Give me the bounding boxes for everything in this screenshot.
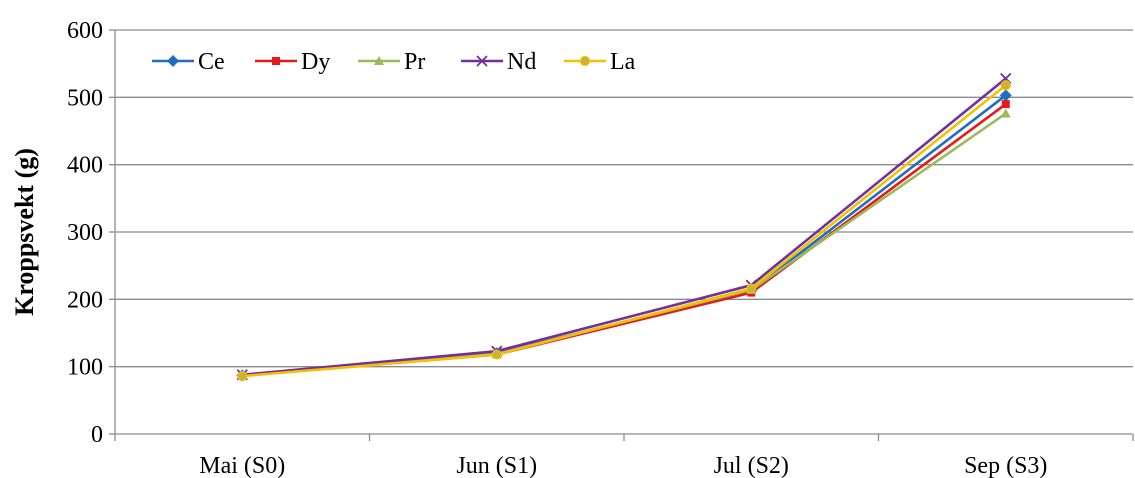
legend-item-pr: Pr [358,49,425,75]
series-line [242,77,1007,377]
series-la [237,80,1011,382]
data-point-circle [491,349,502,360]
data-point-diamond [167,55,179,67]
data-point-circle [579,55,591,67]
x-tick-label: Jun (S1) [456,453,537,478]
data-point-diamond [999,89,1012,102]
legend-label: Pr [404,49,425,75]
series-line [242,84,1007,378]
data-point-x [476,55,488,67]
y-tick-label: 400 [67,153,103,179]
legend-label: Ce [198,49,225,75]
series-dy [238,100,1010,380]
y-tick-label: 100 [67,355,103,381]
data-point-triangle [1000,108,1011,118]
axes [109,29,1134,441]
legend-item-nd: Nd [461,49,536,75]
x-tick-label: Mai (S0) [199,453,285,478]
data-point-triangle [374,56,384,65]
series-nd [236,72,1012,381]
series-line [242,94,1007,377]
series-line [242,103,1007,377]
x-tick-label: Jul (S2) [714,453,789,478]
data-point-circle [1000,80,1011,91]
data-point-circle [237,370,248,382]
legend-item-ce: Ce [152,49,225,75]
series-pr [237,108,1011,380]
x-tick-label: Sep (S3) [964,453,1047,478]
legend: Ce Dy Pr Nd La [152,49,636,75]
y-tick-label: 500 [67,85,103,111]
grid-lines [115,29,1133,368]
data-point-square [1001,100,1010,109]
series-group [236,72,1012,382]
y-tick-labels: 0 100 200 300 400 500 600 [67,18,103,448]
x-tick-labels: Mai (S0) Jun (S1) Jul (S2) Sep (S3) [199,453,1047,478]
y-tick-label: 0 [91,422,103,448]
y-axis-title: Kroppsvekt (g) [10,148,39,316]
data-point-square [272,57,280,65]
legend-label: La [610,49,636,75]
legend-label: Nd [507,49,536,75]
series-ce [236,89,1012,382]
y-tick-label: 600 [67,18,103,44]
series-line [242,112,1007,377]
data-point-circle [746,283,757,294]
y-tick-label: 300 [67,220,103,246]
y-tick-label: 200 [67,287,103,313]
legend-item-la: La [564,49,636,75]
legend-label: Dy [301,49,330,75]
legend-item-dy: Dy [255,49,330,75]
